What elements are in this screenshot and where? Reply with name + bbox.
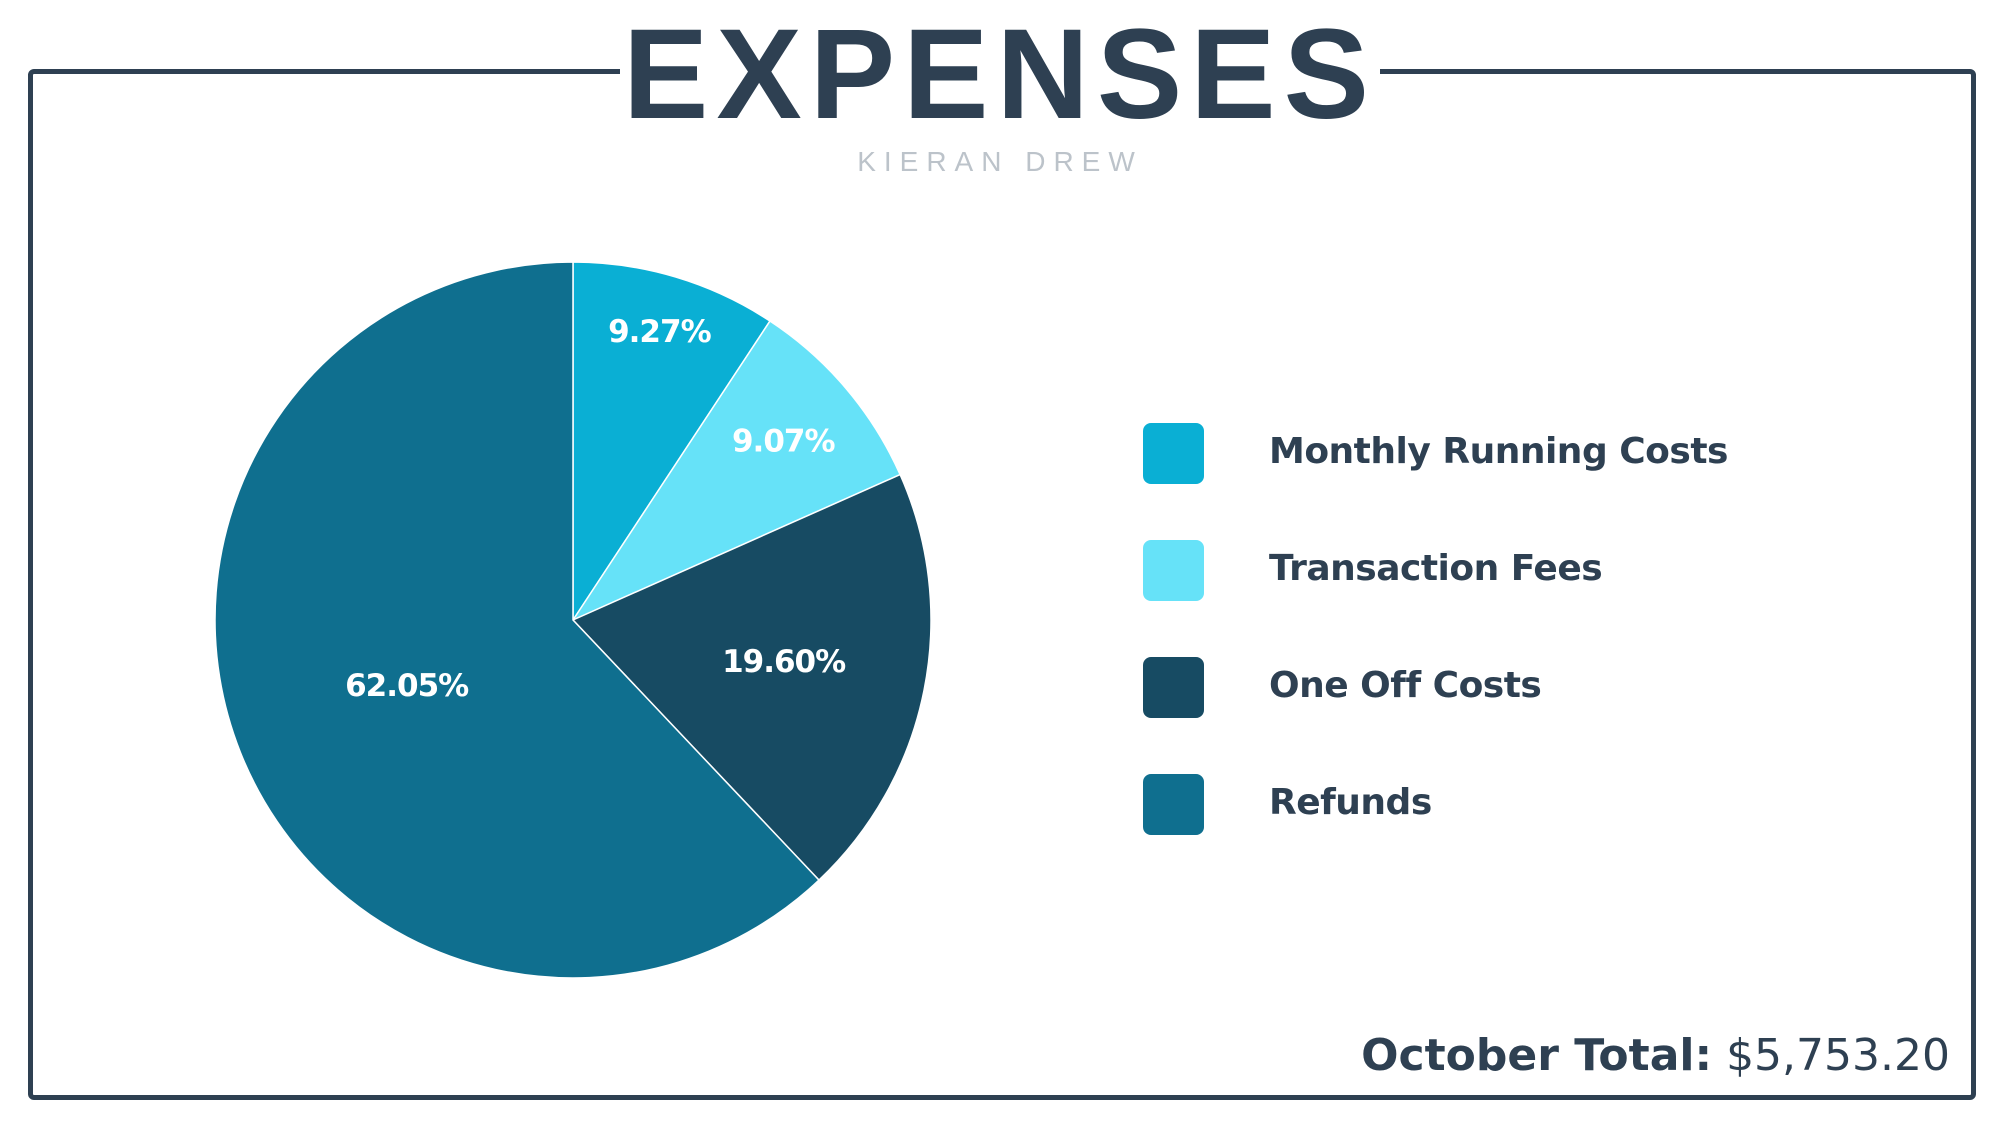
legend-swatch [1143,774,1204,835]
legend-label: Monthly Running Costs [1269,431,1728,472]
legend-label: Transaction Fees [1269,548,1603,589]
pie-slice-transaction-fees [570,320,902,622]
legend-item-transaction-fees: Transaction Fees [1143,540,1843,601]
legend-item-refunds: Refunds [1143,774,1843,835]
legend-swatch [1143,423,1204,484]
pie-slice-one-off-costs [571,473,932,882]
slice-value-label: 62.05% [345,668,469,704]
legend-label: Refunds [1269,782,1432,823]
october-total: October Total: $5,753.20 [1361,1030,1950,1081]
slice-value-label: 19.60% [722,644,846,680]
slice-value-label: 9.07% [732,424,835,460]
legend-swatch [1143,657,1204,718]
total-label: October Total: [1361,1030,1713,1081]
pie-slice-monthly-running-costs [572,261,771,623]
slice-value-label: 9.27% [608,314,711,350]
total-value: $5,753.20 [1726,1030,1950,1081]
legend-item-one-off-costs: One Off Costs [1143,657,1843,718]
chart-title: EXPENSES [622,3,1378,146]
frame-title-gap [620,60,1380,84]
legend-swatch [1143,540,1204,601]
legend-label: One Off Costs [1269,665,1542,706]
pie-slice-refunds [214,261,821,979]
chart-subtitle: KIERAN DREW [857,146,1143,177]
legend-item-monthly-running-costs: Monthly Running Costs [1143,423,1843,484]
